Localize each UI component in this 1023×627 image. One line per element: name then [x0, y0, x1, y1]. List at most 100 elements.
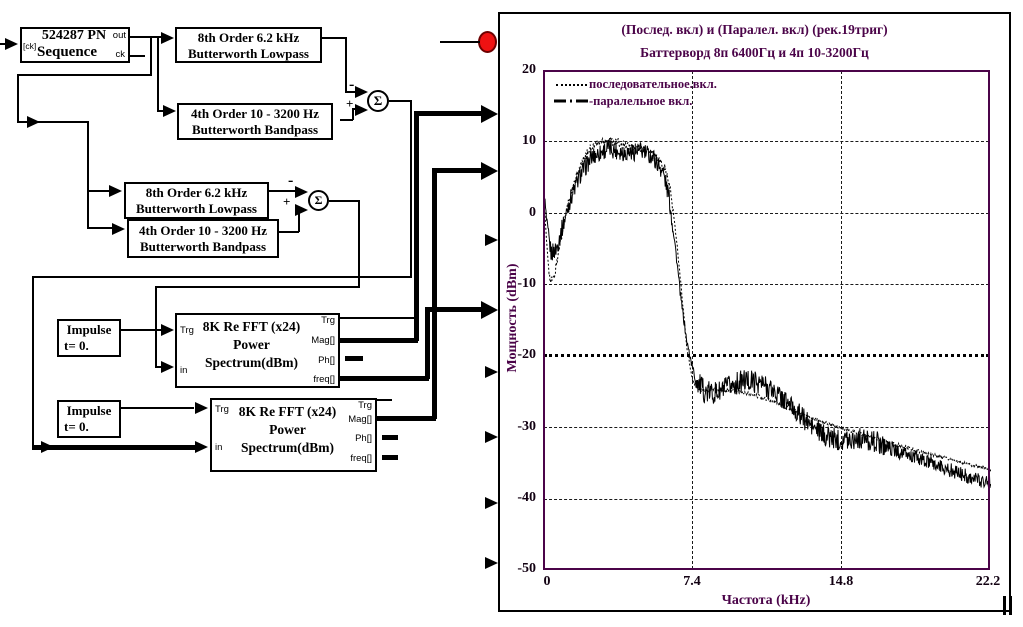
- arrowhead: [481, 105, 498, 123]
- gridline-minus30dbm: [544, 427, 989, 428]
- fft1-port-freq: freq[]: [313, 374, 335, 385]
- wire: [340, 119, 353, 121]
- lp1-line2: Butterworth Lowpass: [188, 46, 309, 61]
- red-node-marker: [478, 31, 497, 53]
- wire: [17, 121, 88, 123]
- wire: [358, 200, 360, 288]
- wire: [377, 399, 392, 401]
- block-bandpass-1[interactable]: 4th Order 10 - 3200 Hz Butterworth Bandp…: [177, 103, 333, 140]
- series-2-curve: [544, 139, 991, 489]
- block-fft-1[interactable]: Trg in Trg Mag[] Ph[] freq[] 8K Re FFT (…: [175, 313, 340, 388]
- wire: [120, 407, 194, 409]
- arrowhead: [485, 497, 498, 509]
- wire: [432, 168, 437, 419]
- adder2-plus-sign: +: [283, 194, 291, 209]
- wire: [17, 74, 19, 123]
- block-bandpass-2[interactable]: 4th Order 10 - 3200 Hz Butterworth Bandp…: [127, 219, 279, 258]
- spectrum-curves: [544, 136, 991, 489]
- arrowhead: [485, 557, 498, 569]
- fft2-port-trg-out: Trg: [358, 400, 372, 411]
- legend-label-series2: -паралельное вкл.: [589, 94, 693, 108]
- arrowhead: [163, 105, 176, 117]
- gridline-minus20dbm-bold: [544, 354, 989, 357]
- arrowhead: [161, 361, 174, 373]
- wire: [432, 168, 484, 173]
- wire: [87, 121, 89, 229]
- lp2-line1: 8th Order 6.2 kHz: [145, 185, 248, 200]
- adder1-minus-sign: -: [349, 76, 355, 93]
- wire: [340, 376, 429, 381]
- block-fft-2[interactable]: Trg in Trg Mag[] Ph[] freq[] 8K Re FFT (…: [210, 398, 377, 472]
- plot-window[interactable]: [498, 12, 1011, 612]
- sigma-symbol: Σ: [373, 93, 383, 108]
- wire: [425, 307, 484, 312]
- xtick-7.4: 7.4: [683, 574, 701, 589]
- lp2-line2: Butterworth Lowpass: [136, 201, 257, 216]
- wire: [345, 91, 357, 93]
- wire: [345, 356, 363, 361]
- wire: [157, 36, 159, 112]
- pn-title: 524287 PN: [41, 28, 107, 43]
- bp1-line2: Butterworth Bandpass: [191, 122, 319, 137]
- window-resize-mark[interactable]: [1003, 596, 1012, 615]
- wire: [340, 338, 418, 343]
- wire: [17, 74, 151, 76]
- adder-1[interactable]: Σ: [367, 90, 389, 112]
- fft2-port-in: in: [215, 442, 223, 453]
- ytick--50: -50: [517, 561, 536, 576]
- wire: [329, 200, 359, 202]
- arrowhead: [195, 402, 208, 414]
- block-impulse-2[interactable]: Impulse t= 0.: [57, 400, 121, 438]
- fft1-port-ph: Ph[]: [318, 355, 335, 366]
- gridline-10dbm: [544, 141, 989, 142]
- arrowhead: [481, 162, 498, 180]
- gridline-0dbm: [544, 213, 989, 214]
- fft2-port-freq: freq[]: [350, 453, 372, 464]
- fft1-line2: Power: [233, 337, 270, 352]
- wire: [414, 111, 419, 341]
- wire: [32, 276, 411, 278]
- gridline-minus10dbm: [544, 284, 989, 285]
- series-1-curve: [544, 136, 991, 472]
- wire: [322, 37, 346, 39]
- impulse2-line2: t= 0.: [64, 419, 89, 434]
- wire: [345, 37, 347, 93]
- wire: [414, 111, 484, 116]
- chart-title: (Послед. вкл) и (Паралел. вкл) (рек.19тр…: [621, 22, 888, 37]
- wire: [352, 108, 354, 120]
- legend-sample-dashdot: [554, 99, 590, 103]
- arrowhead: [27, 116, 40, 128]
- wire: [32, 445, 196, 450]
- block-lowpass-2[interactable]: 8th Order 6.2 kHz Butterworth Lowpass: [124, 182, 269, 219]
- block-pn-sequence[interactable]: [ck] out ck 524287 PN Sequence: [20, 27, 130, 63]
- adder1-plus-sign: +: [346, 96, 354, 111]
- arrowhead: [41, 441, 54, 453]
- arrowhead: [485, 234, 498, 246]
- wire: [130, 36, 164, 38]
- wire: [32, 276, 34, 448]
- wire: [377, 416, 436, 421]
- bp2-line1: 4th Order 10 - 3200 Hz: [139, 223, 267, 238]
- fft2-title: 8K Re FFT (x24): [238, 404, 337, 419]
- arrowhead: [485, 431, 498, 443]
- wire: [155, 286, 359, 288]
- ytick--10: -10: [517, 276, 536, 291]
- arrowhead: [355, 104, 368, 116]
- wire: [155, 366, 163, 368]
- y-axis-label: Мощность (dBm): [505, 263, 520, 373]
- wire: [425, 307, 430, 379]
- xtick-14.8: 14.8: [828, 574, 854, 589]
- block-lowpass-1[interactable]: 8th Order 6.2 kHz Butterworth Lowpass: [175, 27, 322, 63]
- chart-subtitle: Баттерворд 8п 6400Гц и 4п 10-3200Гц: [640, 45, 869, 60]
- adder2-minus-sign: -: [288, 172, 294, 189]
- block-impulse-1[interactable]: Impulse t= 0.: [57, 319, 121, 357]
- legend-sample-dotted: [556, 84, 587, 86]
- arrowhead: [109, 185, 122, 197]
- adder-2[interactable]: Σ: [308, 190, 329, 211]
- fft1-line3: Spectrum(dBm): [205, 355, 298, 370]
- wire: [298, 208, 300, 232]
- wire: [389, 100, 412, 102]
- arrowhead: [481, 301, 498, 319]
- arrowhead: [5, 38, 18, 50]
- wire: [150, 36, 152, 76]
